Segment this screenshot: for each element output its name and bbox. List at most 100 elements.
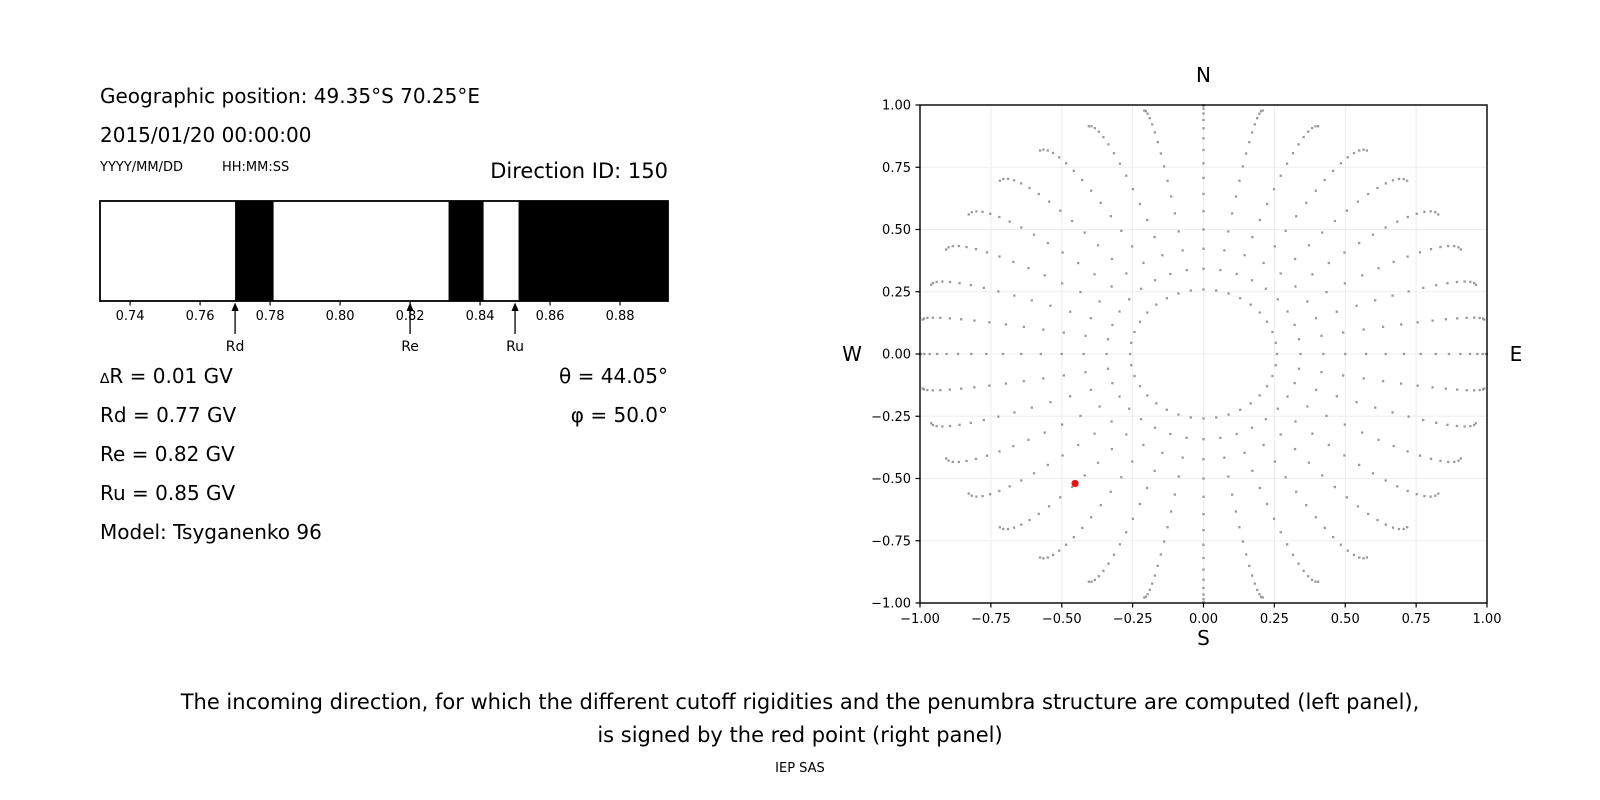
direction-dot — [998, 215, 1001, 219]
direction-dot — [1314, 316, 1318, 320]
direction-dot — [1144, 595, 1147, 598]
cutoff-arrow-head — [511, 302, 519, 311]
direction-dot — [1346, 156, 1349, 159]
direction-dot — [1311, 273, 1314, 276]
direction-dot — [1418, 251, 1422, 254]
direction-dot — [1314, 580, 1317, 583]
direction-dot — [1072, 169, 1076, 173]
x-tick-label: −0.25 — [1113, 612, 1153, 627]
direction-dot — [1258, 593, 1261, 596]
direction-dot — [1166, 179, 1169, 182]
direction-dot — [1081, 526, 1084, 530]
direction-dot — [1297, 367, 1301, 370]
direction-dot — [1043, 431, 1046, 434]
direction-dot — [1478, 316, 1481, 320]
direction-dot — [1256, 588, 1259, 591]
direction-dot — [1090, 125, 1093, 128]
direction-dot — [1046, 149, 1049, 152]
direction-dot — [1004, 323, 1008, 326]
direction-dot — [1399, 382, 1403, 385]
direction-dot — [1219, 268, 1222, 272]
direction-dot — [1344, 352, 1347, 356]
direction-dot — [1294, 420, 1297, 423]
direction-dot — [1457, 459, 1460, 462]
direction-dot — [1276, 407, 1279, 410]
direction-dot — [947, 459, 950, 462]
direction-dot — [1358, 149, 1361, 152]
left-panel: Geographic position: 49.35°S 70.25°E 201… — [0, 0, 700, 600]
direction-dot — [1110, 257, 1114, 261]
direction-dot — [1047, 200, 1051, 203]
direction-dot — [1038, 149, 1042, 152]
direction-dot — [1151, 582, 1154, 585]
direction-dot — [1325, 290, 1328, 294]
direction-dot — [1107, 562, 1110, 565]
direction-dot — [1362, 328, 1365, 331]
direction-dot — [1202, 148, 1205, 152]
direction-dot — [1406, 255, 1409, 258]
direction-dot — [1112, 553, 1116, 556]
direction-dot — [1434, 494, 1437, 497]
direction-dot — [921, 387, 924, 390]
direction-dot — [1453, 460, 1456, 464]
direction-dot — [930, 283, 933, 286]
direction-dot — [974, 247, 978, 251]
direction-dot — [1239, 408, 1242, 411]
direction-dot — [1061, 282, 1064, 285]
direction-dot — [1439, 245, 1442, 249]
direction-dot — [1097, 575, 1100, 578]
direction-dot — [1463, 425, 1466, 428]
direction-dot — [1391, 526, 1395, 529]
direction-dot — [1406, 450, 1409, 453]
direction-dot — [1250, 426, 1254, 429]
direction-dot — [1248, 564, 1251, 568]
direction-dot — [945, 457, 948, 460]
direction-dot — [1230, 212, 1234, 215]
y-tick-label: −0.50 — [871, 472, 911, 487]
direction-dot — [1367, 192, 1370, 196]
direction-dot — [1352, 151, 1356, 155]
direction-dot — [1456, 388, 1459, 391]
direction-dot — [1079, 290, 1082, 294]
direction-dot — [1105, 352, 1108, 356]
direction-dot — [1128, 298, 1131, 301]
direction-dot — [1061, 454, 1064, 457]
direction-dot — [1262, 261, 1265, 265]
direction-dot — [1139, 418, 1143, 421]
direction-dot — [1275, 352, 1279, 356]
direction-dot — [1437, 492, 1440, 495]
direction-dot — [1271, 374, 1274, 378]
penumbra-x-ticks: 0.74 0.76 0.78 0.80 0.82 0.84 0.86 0.88 — [116, 301, 635, 324]
direction-dot — [1271, 330, 1274, 334]
direction-dot — [931, 423, 935, 427]
direction-dot — [1038, 556, 1042, 559]
direction-dot — [1131, 188, 1135, 191]
direction-dot — [1049, 304, 1052, 307]
direction-dot — [1415, 493, 1418, 496]
direction-dot — [1265, 502, 1269, 506]
direction-dot — [958, 423, 961, 426]
direction-dot — [1274, 364, 1277, 367]
direction-dot — [1189, 416, 1192, 419]
direction-dot — [1143, 596, 1146, 599]
direction-dot — [1481, 317, 1485, 320]
direction-dot — [1391, 411, 1394, 414]
direction-dot — [1307, 244, 1311, 247]
direction-dot — [1453, 244, 1456, 248]
direction-dot — [1416, 321, 1419, 324]
direction-dot — [1223, 249, 1226, 252]
direction-dot — [1457, 246, 1460, 249]
direction-dot — [960, 387, 963, 390]
direction-dot — [1320, 371, 1323, 374]
direction-dot — [1279, 531, 1282, 534]
direction-dot — [1260, 595, 1263, 598]
direction-dot — [967, 492, 970, 495]
direction-dot — [1102, 569, 1105, 572]
direction-dot — [1472, 423, 1476, 427]
selected-direction-red-point — [1071, 479, 1079, 488]
direction-dot — [1006, 527, 1010, 531]
direction-dot — [1258, 394, 1261, 397]
direction-dot — [1227, 292, 1230, 295]
compass-labels: N S W E — [842, 63, 1522, 650]
x-tick-label: 0.86 — [536, 309, 565, 324]
